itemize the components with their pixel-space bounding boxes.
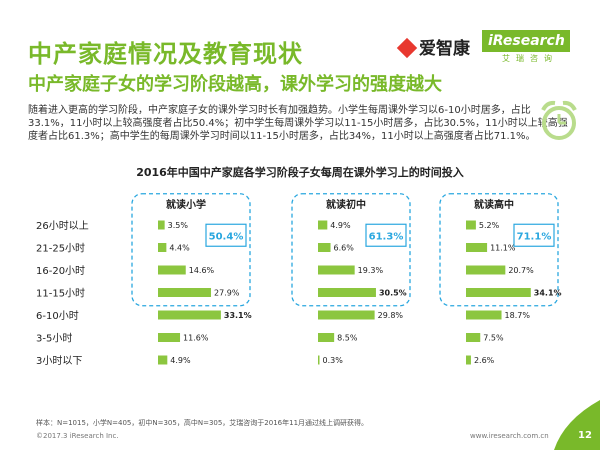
highlight-value-box [205, 223, 247, 247]
bar [466, 288, 531, 297]
category-label: 3小时以下 [36, 355, 82, 367]
data-label: 3.5% [168, 221, 189, 230]
bar [158, 355, 168, 365]
highlight-frame [131, 193, 251, 307]
chart-area: 26小时以上 21-25小时 16-20小时 11-15小时 6-10小时 3-5小时 3小… [36, 193, 562, 367]
data-label: 11.1% [490, 244, 516, 253]
category-label: 16-20小时 [36, 265, 85, 277]
series-label: 就读初中 [326, 198, 366, 211]
data-label: 19.3% [358, 266, 384, 275]
data-label: 27.9% [214, 289, 240, 298]
bar [158, 288, 212, 297]
page-title: 中产家庭情况及教育现状 [28, 40, 303, 68]
bar [158, 310, 221, 320]
category-label: 11-15小时 [36, 288, 85, 300]
bar [318, 220, 328, 230]
page-subtitle: 中产家庭子女的学习阶段越高，课外学习的强度越大 [28, 74, 442, 95]
data-label: 7.5% [483, 334, 504, 343]
sample-footnote: 样本：N=1015，小学N=405，初中N=305，高中N=305，艾瑞咨询于2… [36, 419, 369, 427]
highlight-frame [439, 193, 559, 307]
aizhikang-logo: 爱智康 [396, 34, 470, 59]
category-label: 6-10小时 [36, 310, 79, 322]
bar [466, 265, 506, 275]
bar [158, 220, 165, 230]
bar [466, 310, 502, 320]
iresearch-logo: iResearch [482, 30, 570, 52]
bar [158, 333, 181, 342]
data-label: 29.8% [378, 311, 404, 320]
alarm-clock-icon [541, 100, 577, 140]
bar [318, 288, 376, 297]
data-label: 4.9% [170, 356, 191, 365]
highlight-value: 50.4% [209, 231, 244, 242]
data-label: 14.6% [189, 266, 215, 275]
bar [466, 220, 476, 230]
highlight-value-box [365, 223, 407, 247]
aizhikang-mark-icon [396, 37, 418, 59]
data-label: 8.5% [337, 334, 358, 343]
page-number: 12 [578, 430, 592, 441]
bar [318, 265, 355, 275]
data-label: 30.5% [379, 289, 407, 298]
intro-paragraph: 随着进入更高的学习阶段，中产家庭子女的课外学习时长有加强趋势。小学生每周课外学习… [28, 105, 568, 142]
bar [318, 355, 320, 365]
series-label: 就读高中 [474, 198, 514, 211]
data-label: 6.6% [334, 244, 355, 253]
data-label: 0.3% [323, 356, 344, 365]
bar [466, 355, 471, 365]
data-label: 5.2% [479, 221, 500, 230]
data-label: 33.1% [224, 311, 252, 320]
copyright: ©2017.3 iResearch Inc. [36, 432, 119, 440]
leaf-corner-icon [554, 400, 600, 450]
aizhikang-logo-text: 爱智康 [419, 39, 470, 59]
chart-title: 2016年中国中产家庭各学习阶段子女每周在课外学习上的时间投入 [136, 166, 464, 179]
highlight-value: 61.3% [369, 231, 404, 242]
highlight-frame [291, 193, 411, 307]
category-label: 21-25小时 [36, 243, 85, 255]
highlight-value-box [513, 223, 555, 247]
bar [466, 333, 481, 342]
site-url: www.iresearch.com.cn [470, 432, 549, 440]
bar [466, 243, 488, 252]
bar [318, 333, 335, 342]
highlight-value: 71.1% [517, 231, 552, 242]
logo-area: 爱智康 iResearch 艾瑞咨询 [396, 30, 570, 64]
category-label: 26小时以上 [36, 220, 89, 232]
data-label: 2.6% [474, 356, 495, 365]
data-label: 20.7% [508, 266, 534, 275]
iresearch-logo-cn: 艾瑞咨询 [502, 54, 558, 63]
series-label: 就读小学 [166, 198, 206, 211]
data-label: 4.9% [330, 221, 351, 230]
data-label: 11.6% [183, 334, 209, 343]
bar [318, 310, 375, 320]
data-label: 4.4% [169, 244, 190, 253]
bar [158, 265, 186, 275]
category-label: 3-5小时 [36, 333, 72, 345]
data-label: 18.7% [505, 311, 531, 320]
bar [158, 243, 167, 252]
bar [318, 243, 331, 252]
data-label: 34.1% [534, 289, 562, 298]
